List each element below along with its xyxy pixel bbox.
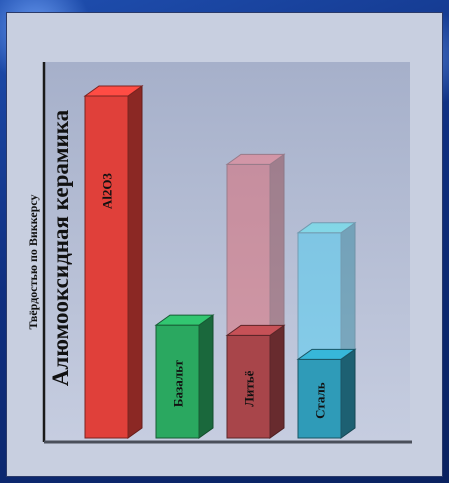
bar-extension-3-top	[296, 222, 357, 234]
bar-extension-2-top	[225, 153, 286, 165]
bar-0-front	[84, 95, 129, 439]
bar-1-side	[198, 314, 214, 439]
bar-3	[296, 348, 357, 439]
bar-label-1: Базальт	[171, 359, 186, 407]
chart-annotation: Алюмооксидная керамика	[48, 109, 73, 386]
bar-0-side	[127, 85, 143, 439]
bar-2	[225, 324, 286, 439]
bar-2-side	[269, 324, 285, 439]
bar-3-side	[340, 348, 356, 439]
bar-extension-2-front	[226, 163, 271, 336]
bar-0	[83, 85, 144, 439]
bar-2-top	[225, 324, 286, 336]
bar-label-0: Al2O3	[100, 172, 115, 209]
bar-extension-3	[296, 221, 357, 361]
bar-3-top	[296, 348, 357, 360]
bar-extension-3-side	[340, 221, 356, 361]
bar-extension-2	[225, 153, 286, 337]
bar-1-top	[154, 314, 215, 326]
bar-label-2: Литьё	[242, 370, 257, 406]
bar-2-front	[226, 334, 271, 439]
bar-label-3: Сталь	[313, 382, 328, 419]
bar-1	[154, 314, 215, 439]
bar-extension-3-front	[297, 232, 342, 360]
bar-0-top	[83, 85, 144, 97]
bar-extension-2-side	[269, 153, 285, 337]
bars-group: Al2O3 Базальт Литьё Сталь	[83, 85, 357, 439]
y-axis-label: Твёрдостью по Виккерсу	[26, 194, 40, 329]
bar-1-front	[155, 324, 200, 439]
